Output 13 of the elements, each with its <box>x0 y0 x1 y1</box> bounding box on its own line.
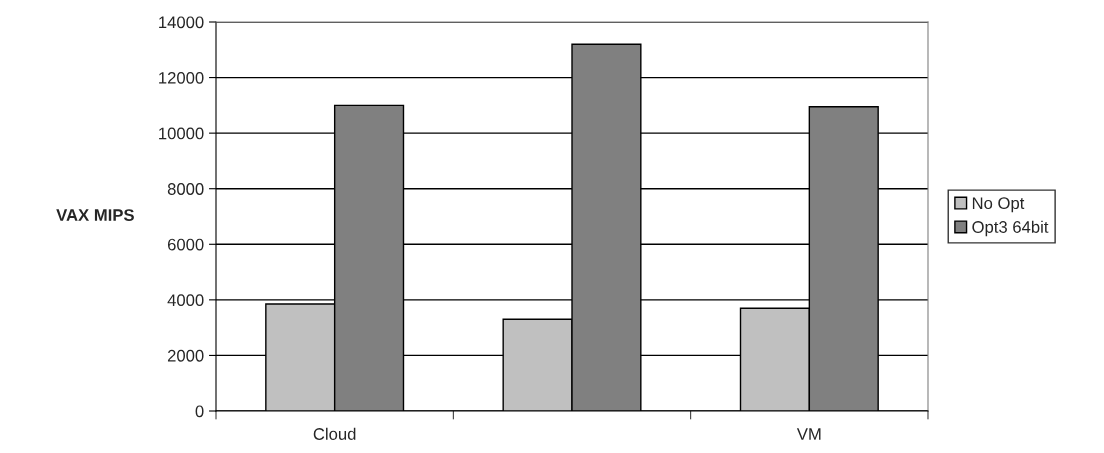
x-tick-label: VM <box>796 428 821 440</box>
x-tick-label: Cloud <box>313 427 356 440</box>
y-tick-label: 8000 <box>167 183 204 195</box>
y-tick-label: 2000 <box>167 349 204 362</box>
y-tick-label: 14000 <box>159 16 204 29</box>
y-tick-label: 6000 <box>167 238 204 251</box>
legend-label: Opt3 64bit <box>972 220 1049 237</box>
y-tick-label: 4000 <box>167 294 204 307</box>
y-tick-label: 0 <box>195 405 204 418</box>
y-tick-label: 12000 <box>159 71 204 84</box>
legend-label: No Opt <box>972 197 1025 213</box>
y-tick-label: 10000 <box>159 127 204 140</box>
y-axis-title: VAX MIPS <box>56 209 134 221</box>
